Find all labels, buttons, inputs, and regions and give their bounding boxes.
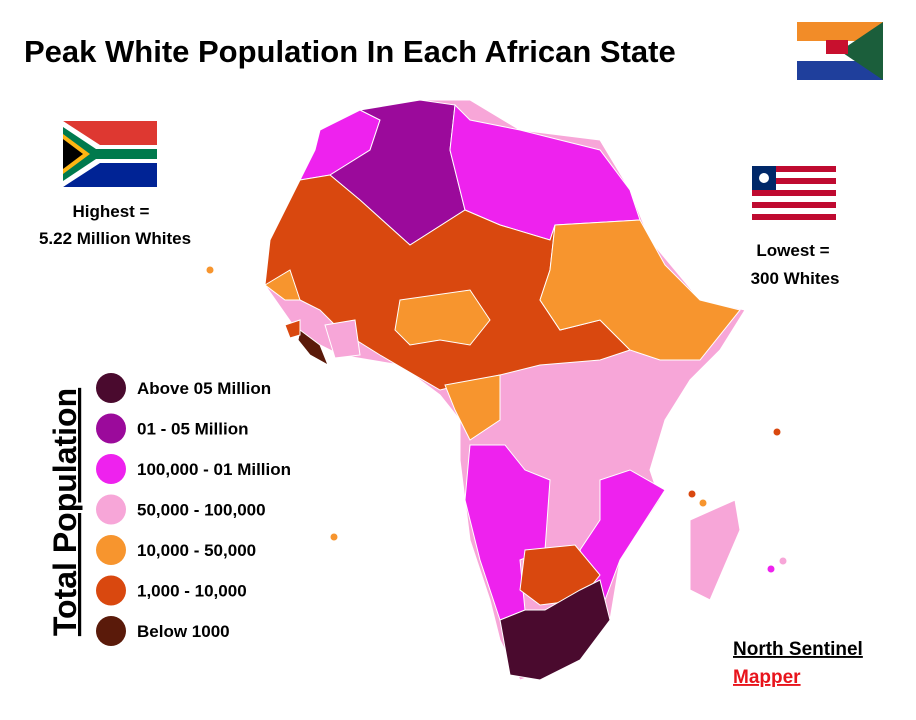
region: [464, 444, 551, 621]
island: [772, 427, 782, 437]
island: [766, 564, 776, 574]
region: [499, 579, 611, 681]
highest-line1: Highest =: [73, 202, 150, 221]
region: [689, 499, 741, 601]
region: [444, 374, 501, 441]
flag-top: [797, 22, 883, 80]
africa-map: [205, 99, 788, 681]
legend: Above 05 Million 01 - 05 Million 100,000 -…: [96, 373, 291, 646]
legend-label: 01 - 05 Million: [137, 420, 248, 439]
region: [264, 269, 301, 301]
lowest-line2: 300 Whites: [751, 269, 840, 288]
credit-line1: North Sentinel: [733, 639, 863, 660]
region: [394, 289, 491, 346]
flag-south-africa: [63, 121, 157, 187]
lowest-line1: Lowest =: [756, 241, 829, 260]
region: [539, 219, 741, 361]
legend-swatch: [96, 535, 126, 565]
region: [297, 329, 329, 367]
legend-label: 1,000 - 10,000: [137, 582, 247, 601]
legend-swatch: [96, 494, 126, 525]
legend-swatch: [96, 373, 126, 403]
legend-label: 10,000 - 50,000: [137, 541, 256, 560]
legend-swatch: [96, 413, 126, 444]
highest-line2: 5.22 Million Whites: [39, 229, 191, 248]
title: Peak White Population In Each African St…: [24, 34, 676, 69]
region: [324, 319, 361, 359]
legend-swatch: [96, 454, 126, 484]
legend-label: 50,000 - 100,000: [137, 501, 266, 520]
island: [329, 532, 339, 542]
legend-label: Above 05 Million: [137, 379, 271, 398]
credit-line2: Mapper: [733, 667, 801, 688]
flag-liberia: [752, 166, 836, 226]
legend-label: 100,000 - 01 Million: [137, 460, 291, 479]
island: [687, 489, 697, 499]
legend-swatch: [96, 575, 126, 606]
island: [205, 265, 215, 275]
region: [284, 319, 301, 339]
legend-swatch: [96, 616, 126, 646]
legend-title: Total Population: [47, 388, 83, 636]
island: [698, 498, 708, 508]
island: [778, 556, 788, 566]
legend-label: Below 1000: [137, 622, 230, 641]
